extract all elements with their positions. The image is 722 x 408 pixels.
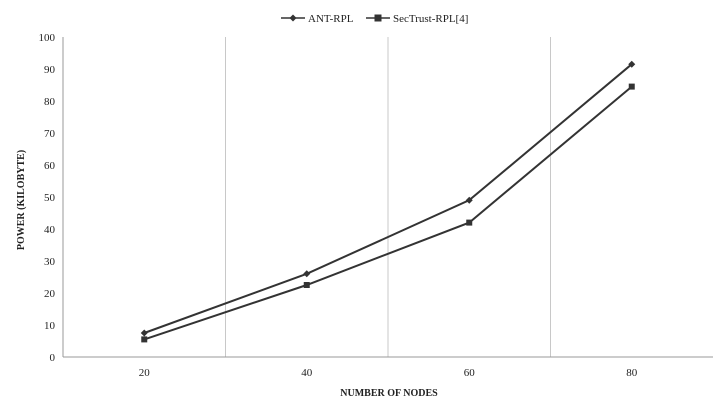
legend-marker-ant-rpl xyxy=(289,14,297,22)
x-tick-label: 20 xyxy=(139,367,151,379)
y-tick-label: 100 xyxy=(39,32,56,44)
y-tick-label: 30 xyxy=(44,256,56,268)
data-point-square xyxy=(628,83,635,90)
axes xyxy=(62,37,713,358)
data-point-square xyxy=(303,282,310,288)
y-tick-label: 90 xyxy=(44,64,56,76)
data-point-diamond xyxy=(140,329,148,337)
legend: ANT-RPL SecTrust-RPL[4] xyxy=(281,13,468,25)
y-tick-labels: 0 10 20 30 40 50 60 70 80 90 100 xyxy=(39,32,56,364)
y-tick-label: 0 xyxy=(50,352,56,364)
x-tick-label: 40 xyxy=(301,367,313,379)
legend-label-ant-rpl: ANT-RPL xyxy=(308,13,354,25)
y-tick-label: 70 xyxy=(44,128,56,140)
y-tick-label: 50 xyxy=(44,192,56,204)
series-layer xyxy=(140,60,636,343)
y-tick-label: 40 xyxy=(44,224,56,236)
series-line-0 xyxy=(143,63,633,334)
data-point-diamond xyxy=(628,60,636,68)
y-axis-title: POWER (KILOBYTE) xyxy=(16,150,27,250)
x-tick-labels: 20 40 60 80 xyxy=(139,367,638,379)
legend-label-sectrust-rpl: SecTrust-RPL[4] xyxy=(393,13,468,25)
x-tick-label: 80 xyxy=(626,367,638,379)
gridlines xyxy=(225,37,551,357)
y-tick-label: 10 xyxy=(44,320,56,332)
y-tick-label: 20 xyxy=(44,288,56,300)
y-tick-label: 80 xyxy=(44,96,56,108)
y-tick-label: 60 xyxy=(44,160,56,172)
legend-marker-sectrust-rpl xyxy=(374,14,382,22)
data-point-square xyxy=(141,336,148,343)
x-tick-label: 60 xyxy=(464,367,476,379)
data-point-diamond xyxy=(465,196,473,204)
data-point-diamond xyxy=(303,270,311,278)
series-line-1 xyxy=(143,85,633,341)
data-point-square xyxy=(466,219,473,226)
x-axis-title: NUMBER OF NODES xyxy=(340,388,438,399)
